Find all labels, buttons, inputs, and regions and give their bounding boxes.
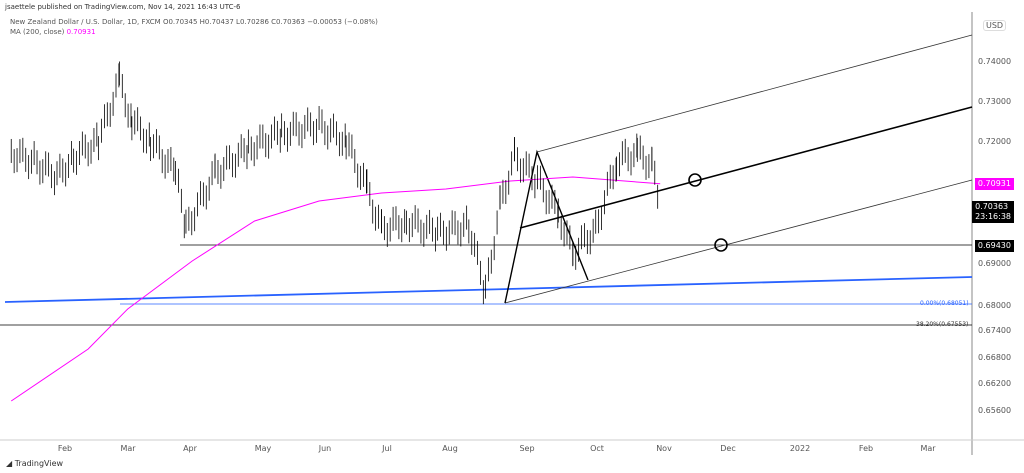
y-tick-label: 0.65600 bbox=[978, 406, 1011, 415]
blue-trendline bbox=[4, 276, 973, 303]
x-tick-label: Nov bbox=[656, 444, 672, 453]
x-tick-label: Sep bbox=[519, 444, 534, 453]
x-tick-label: Apr bbox=[183, 444, 198, 453]
channel-upper bbox=[536, 34, 973, 153]
x-tick-label: Oct bbox=[590, 444, 604, 453]
x-tick-label: Mar bbox=[120, 444, 136, 453]
pitchfork-handle bbox=[504, 149, 589, 304]
y-tick-label: 0.73000 bbox=[978, 97, 1011, 106]
fib-38-label: 38.20%(0.67553) bbox=[916, 321, 969, 328]
currency-label[interactable]: USD bbox=[983, 20, 1007, 31]
y-tick-label: 0.67400 bbox=[978, 326, 1011, 335]
ma-label: MA (200, close) bbox=[10, 28, 65, 36]
fib-0-label: 0.00%(0.68051) bbox=[920, 300, 969, 307]
last-price-tag: 0.70363 23:16:38 bbox=[972, 201, 1014, 223]
ma-legend[interactable]: MA (200, close) 0.70931 bbox=[10, 28, 96, 36]
countdown: 23:16:38 bbox=[975, 212, 1011, 221]
x-tick-label: Mar bbox=[920, 444, 936, 453]
marker-circle bbox=[688, 173, 702, 187]
x-tick-label: 2022 bbox=[790, 444, 810, 453]
x-tick-label: Aug bbox=[442, 444, 458, 453]
x-tick-label: Feb bbox=[859, 444, 873, 453]
y-tick-label: 0.66200 bbox=[978, 379, 1011, 388]
published-line: jsaettele published on TradingView.com, … bbox=[5, 3, 241, 11]
y-tick-label: 0.66800 bbox=[978, 353, 1011, 362]
x-tick-label: May bbox=[255, 444, 272, 453]
channel-median bbox=[519, 106, 973, 229]
ma-line bbox=[10, 176, 661, 402]
y-tick-label: 0.72000 bbox=[978, 137, 1011, 146]
x-tick-label: Dec bbox=[720, 444, 735, 453]
last-price: 0.70363 bbox=[975, 202, 1009, 211]
ma-value: 0.70931 bbox=[66, 28, 96, 36]
level-price-tag: 0.69430 bbox=[974, 240, 1014, 252]
x-tick-label: Jun bbox=[318, 444, 332, 453]
tradingview-logo: ◢ TradingView bbox=[6, 459, 64, 468]
symbol-line: New Zealand Dollar / U.S. Dollar, 1D, FX… bbox=[10, 18, 378, 26]
y-tick-label: 0.68000 bbox=[978, 301, 1011, 310]
marker-circle bbox=[714, 238, 728, 252]
x-tick-label: Feb bbox=[58, 444, 72, 453]
x-tick-label: Jul bbox=[381, 444, 392, 453]
y-tick-label: 0.74000 bbox=[978, 57, 1011, 66]
y-tick-label: 0.69000 bbox=[978, 259, 1011, 268]
ma-price-tag: 0.70931 bbox=[974, 178, 1014, 190]
channel-lower bbox=[504, 179, 973, 304]
